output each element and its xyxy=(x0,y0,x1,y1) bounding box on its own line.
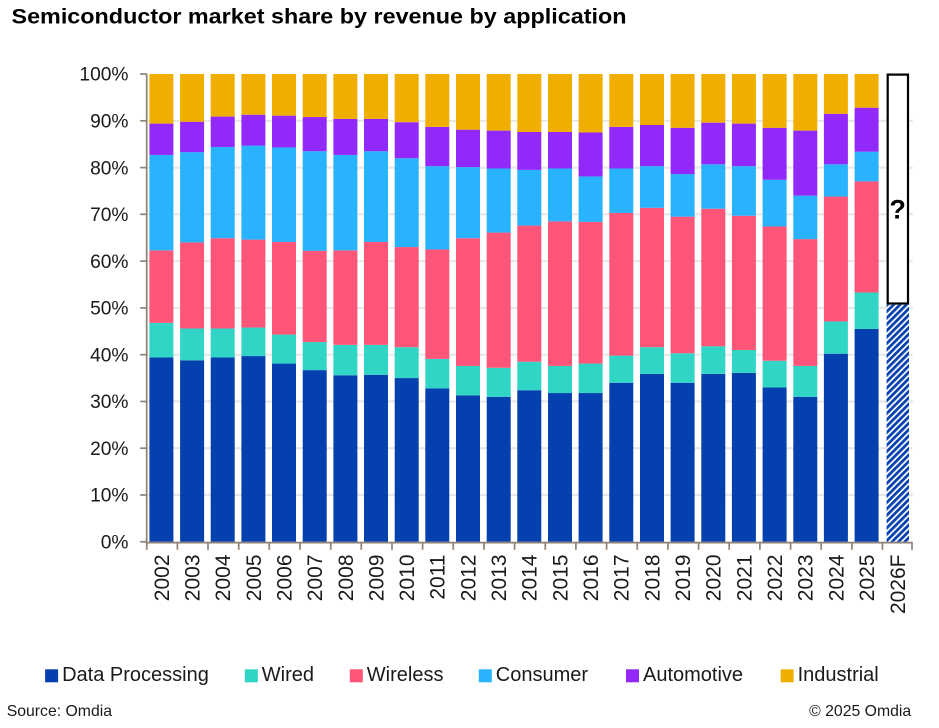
svg-text:2013: 2013 xyxy=(488,555,511,602)
svg-text:2018: 2018 xyxy=(641,555,664,602)
svg-text:Semiconductor market share by: Semiconductor market share by revenue by… xyxy=(12,5,627,29)
svg-text:2023: 2023 xyxy=(795,555,818,602)
svg-text:2003: 2003 xyxy=(182,555,205,602)
svg-text:2004: 2004 xyxy=(212,554,235,601)
svg-text:Source: Omdia: Source: Omdia xyxy=(7,703,113,720)
svg-text:2006: 2006 xyxy=(273,555,296,602)
svg-text:2011: 2011 xyxy=(427,555,450,600)
svg-text:2015: 2015 xyxy=(549,555,572,602)
svg-text:0%: 0% xyxy=(101,533,129,554)
svg-text:50%: 50% xyxy=(90,299,128,320)
svg-text:2008: 2008 xyxy=(335,555,358,602)
svg-text:20%: 20% xyxy=(90,439,128,460)
svg-text:60%: 60% xyxy=(90,252,128,273)
svg-text:80%: 80% xyxy=(90,158,128,179)
svg-text:10%: 10% xyxy=(90,486,128,507)
svg-text:?: ? xyxy=(889,194,906,224)
svg-text:2020: 2020 xyxy=(703,555,726,602)
svg-text:Consumer: Consumer xyxy=(496,664,589,686)
svg-text:2002: 2002 xyxy=(151,555,174,602)
svg-text:2017: 2017 xyxy=(611,555,634,602)
svg-text:2007: 2007 xyxy=(304,555,327,602)
svg-text:2024: 2024 xyxy=(825,554,848,601)
svg-text:Data Processing: Data Processing xyxy=(62,664,209,686)
svg-text:2026F: 2026F xyxy=(887,555,910,615)
svg-text:30%: 30% xyxy=(90,392,128,413)
svg-text:Wired: Wired xyxy=(262,664,314,686)
svg-text:2014: 2014 xyxy=(519,554,542,601)
svg-text:Automotive: Automotive xyxy=(643,664,743,686)
svg-text:2019: 2019 xyxy=(672,555,695,602)
svg-text:90%: 90% xyxy=(90,112,128,133)
svg-text:2025: 2025 xyxy=(856,555,879,602)
svg-text:70%: 70% xyxy=(90,205,128,226)
svg-text:2010: 2010 xyxy=(396,555,419,602)
svg-text:2009: 2009 xyxy=(365,555,388,602)
svg-text:2005: 2005 xyxy=(243,555,266,602)
svg-text:2012: 2012 xyxy=(457,555,480,602)
svg-text:100%: 100% xyxy=(79,65,128,86)
svg-text:© 2025 Omdia: © 2025 Omdia xyxy=(809,703,911,720)
svg-text:Industrial: Industrial xyxy=(798,664,879,686)
svg-text:2022: 2022 xyxy=(764,555,787,602)
svg-text:Wireless: Wireless xyxy=(367,664,444,686)
svg-text:40%: 40% xyxy=(90,345,128,366)
svg-text:2016: 2016 xyxy=(580,555,603,602)
svg-text:2021: 2021 xyxy=(733,555,756,602)
